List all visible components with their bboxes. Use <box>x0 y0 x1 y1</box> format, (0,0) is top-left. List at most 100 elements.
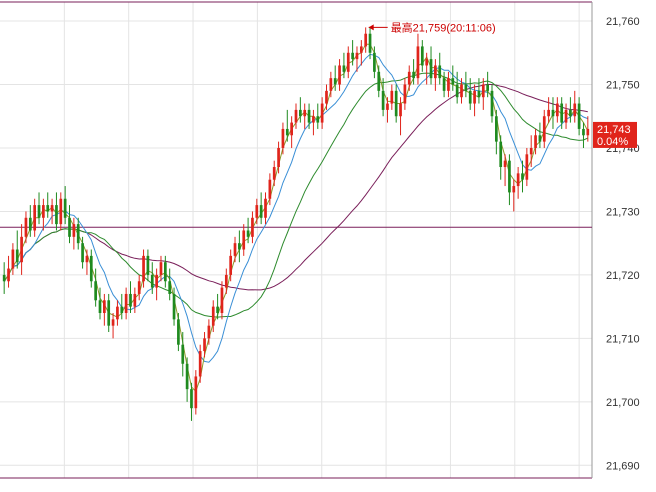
candle-body <box>290 122 293 136</box>
candle-body <box>490 90 494 117</box>
candle-body <box>560 103 564 123</box>
candle-body <box>15 249 19 263</box>
candle-body <box>447 78 450 91</box>
candle-body <box>477 90 481 98</box>
y-tick-label: 21,760 <box>606 16 640 28</box>
candle-body <box>499 141 503 168</box>
candle-body <box>133 293 137 307</box>
candle-body <box>481 84 485 98</box>
candle-body <box>342 65 346 72</box>
candle-body <box>346 52 350 72</box>
candle-body <box>85 255 89 263</box>
candle-body <box>285 128 289 136</box>
candle-body <box>503 160 507 168</box>
candle-body <box>547 109 550 117</box>
candle-body <box>242 230 246 250</box>
candle-body <box>399 103 402 117</box>
candle-body <box>316 116 320 123</box>
candle-body <box>264 198 267 218</box>
candle-body <box>246 230 250 237</box>
candle-body <box>76 224 80 244</box>
candle-body <box>473 90 476 104</box>
candle-body <box>103 300 106 313</box>
candle-body <box>351 52 354 60</box>
candle-body <box>259 205 263 218</box>
candle-body <box>11 249 15 269</box>
candle-body <box>203 338 206 352</box>
candle-body <box>255 205 259 218</box>
candle-body <box>229 255 233 275</box>
candle-body <box>68 217 71 237</box>
candle-body <box>368 33 372 53</box>
candle-body <box>429 59 433 79</box>
candle-body <box>2 274 6 282</box>
candle-body <box>438 65 442 79</box>
candle-body <box>177 319 180 345</box>
candle-body <box>390 90 394 104</box>
candle-body <box>577 103 581 129</box>
candle-body <box>407 71 411 85</box>
candle-body <box>508 160 511 193</box>
candle-body <box>150 274 154 288</box>
candle-body <box>555 103 559 117</box>
candle-body <box>181 344 185 364</box>
candle-body <box>299 109 302 117</box>
candle-body <box>198 351 202 377</box>
candle-body <box>216 306 219 313</box>
candle-body <box>281 128 285 148</box>
candle-body <box>364 33 368 47</box>
candle-body <box>28 217 32 231</box>
candle-body <box>163 262 167 282</box>
moving-average-long-line <box>3 83 588 291</box>
candle-body <box>573 103 577 117</box>
candle-body <box>329 78 333 91</box>
candle-body <box>111 319 115 326</box>
candle-body <box>333 78 337 85</box>
candle-body <box>294 109 298 123</box>
candle-body <box>420 46 424 66</box>
candle-body <box>129 293 132 307</box>
candle-body <box>582 128 585 136</box>
candle-body <box>303 109 307 117</box>
candle-body <box>7 268 10 282</box>
candle-body <box>538 135 542 142</box>
candle-body <box>455 84 459 98</box>
moving-average-fast-line <box>3 43 589 393</box>
moving-average-short-line <box>3 53 588 363</box>
candle-body <box>124 293 128 313</box>
candle-body <box>386 103 389 110</box>
candle-body <box>412 71 415 79</box>
candle-body <box>381 90 385 110</box>
candle-body <box>272 167 276 180</box>
candle-body <box>42 205 45 218</box>
candle-body <box>207 325 211 339</box>
candle-body <box>460 84 463 98</box>
candle-body <box>268 179 272 199</box>
candle-body <box>155 274 158 288</box>
candle-body <box>172 293 176 320</box>
candle-body <box>529 147 533 155</box>
candle-body <box>373 52 376 72</box>
last-price-change: 0.04% <box>597 136 628 148</box>
candle-body <box>434 65 437 79</box>
y-tick-label: 21,730 <box>606 206 640 218</box>
candle-body <box>24 217 28 237</box>
y-tick-label: 21,720 <box>606 270 640 282</box>
candle-body <box>55 205 58 225</box>
candle-body <box>464 84 468 91</box>
candle-body <box>146 255 150 275</box>
candle-body <box>224 274 228 288</box>
high-annotation-label: 最高21,759(20:11:06) <box>391 20 496 34</box>
candle-body <box>495 116 498 142</box>
candle-body <box>359 46 363 53</box>
candle-body <box>168 281 172 294</box>
candle-body <box>403 84 407 104</box>
candle-body <box>37 205 41 218</box>
candle-body <box>542 116 546 142</box>
candle-body <box>320 103 324 123</box>
candle-body <box>521 173 524 180</box>
candle-body <box>20 236 23 263</box>
high-annotation-arrowhead <box>368 24 374 31</box>
